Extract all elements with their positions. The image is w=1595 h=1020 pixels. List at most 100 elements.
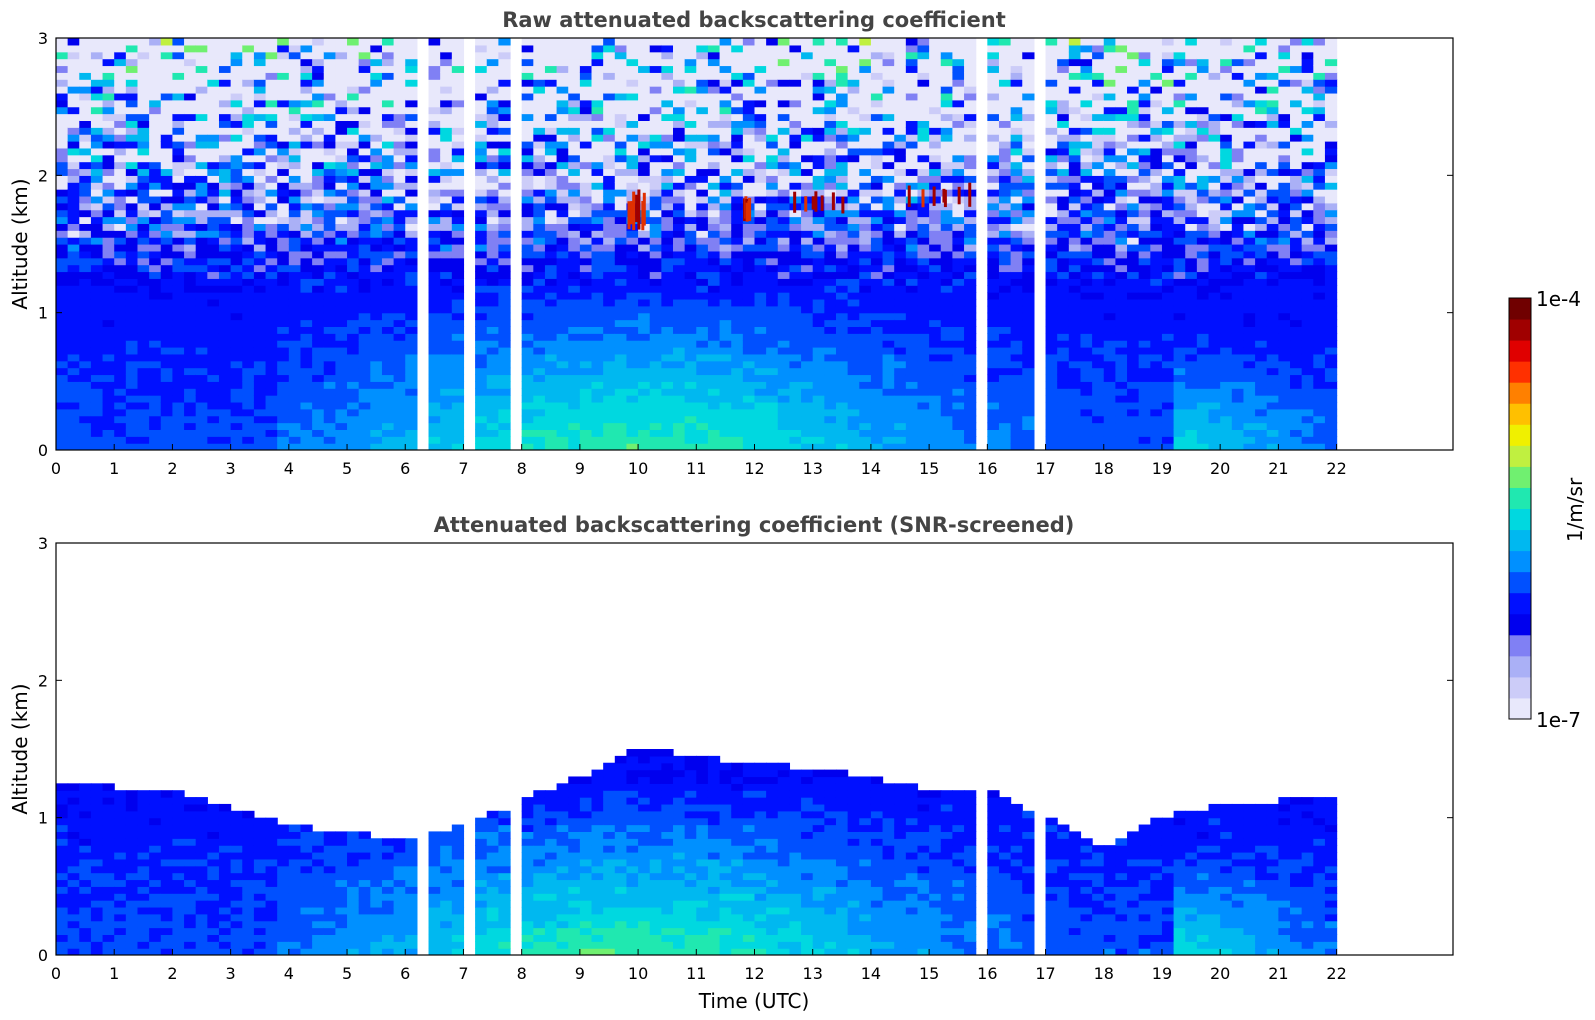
heatmap-cell <box>544 175 558 183</box>
heatmap-cell <box>882 436 895 444</box>
heatmap-cell <box>160 278 174 286</box>
heatmap-cell <box>661 51 674 60</box>
heatmap-cell <box>300 340 313 348</box>
heatmap-cell <box>56 134 69 142</box>
heatmap-cell <box>882 92 895 101</box>
heatmap-cell <box>731 99 744 108</box>
heatmap-cell <box>696 92 709 101</box>
heatmap-cell <box>801 168 814 176</box>
heatmap-cell <box>998 99 1012 108</box>
heatmap-cell <box>626 147 639 156</box>
heatmap-cell <box>591 209 604 218</box>
heatmap-cell <box>137 278 150 286</box>
heatmap-cell <box>230 99 243 108</box>
heatmap-cell <box>265 147 278 156</box>
heatmap-cell <box>288 209 302 218</box>
heatmap-cell <box>707 209 721 218</box>
heatmap-cell <box>719 120 732 128</box>
heatmap-cell <box>56 443 69 450</box>
heatmap-cell <box>172 367 185 376</box>
heatmap-cell <box>638 237 651 245</box>
heatmap-cell <box>218 168 232 176</box>
heatmap-cell <box>731 44 744 53</box>
heatmap-cell <box>1045 443 1058 450</box>
heatmap-cell <box>370 278 383 286</box>
heatmap-cell <box>1022 134 1035 142</box>
heatmap-cell <box>533 134 546 142</box>
heatmap-cell <box>824 353 837 362</box>
heatmap-cell <box>125 374 139 382</box>
heatmap-cell <box>591 278 604 286</box>
heatmap-cell <box>149 99 162 108</box>
heatmap-cell <box>766 305 779 314</box>
heatmap-cell <box>114 147 127 156</box>
heatmap-cell <box>521 134 534 142</box>
heatmap-cell <box>451 44 465 53</box>
heatmap-cell <box>370 312 383 321</box>
heatmap-cell <box>638 58 651 67</box>
heatmap-cell <box>184 264 197 273</box>
heatmap-cell <box>719 113 732 121</box>
heatmap-cell <box>754 278 767 286</box>
heatmap-cell <box>288 326 302 334</box>
heatmap-cell <box>533 106 546 115</box>
heatmap-cell <box>649 175 662 183</box>
heatmap-cell <box>79 44 92 53</box>
heatmap-cell <box>207 401 220 410</box>
heatmap-cell <box>719 72 732 80</box>
heatmap-cell <box>160 120 174 128</box>
heatmap-cell <box>591 347 604 355</box>
heatmap-cell <box>835 395 849 403</box>
heatmap-cell <box>1010 319 1023 327</box>
heatmap-cell <box>242 367 255 376</box>
heatmap-cell <box>393 367 406 376</box>
heatmap-cell <box>835 38 849 46</box>
heatmap-cell <box>242 388 255 396</box>
heatmap-cell <box>626 134 639 142</box>
heatmap-cell <box>277 44 290 53</box>
heatmap-cell <box>998 312 1012 321</box>
heatmap-cell <box>172 134 185 142</box>
heatmap-cell <box>451 353 465 362</box>
heatmap-cell <box>1045 51 1058 60</box>
heatmap-cell <box>370 319 383 327</box>
heatmap-cell <box>777 134 791 142</box>
heatmap-cell <box>998 92 1012 101</box>
heatmap-cell <box>160 44 174 53</box>
heatmap-cell <box>498 353 511 362</box>
heatmap-cell <box>288 305 302 314</box>
heatmap-cell <box>707 278 721 286</box>
heatmap-cell <box>1022 189 1035 197</box>
heatmap-cell <box>777 305 791 314</box>
heatmap-cell <box>638 154 651 163</box>
heatmap-cell <box>521 237 534 245</box>
heatmap-cell <box>114 388 127 396</box>
heatmap-cell <box>67 230 80 238</box>
heatmap-cell <box>381 161 395 170</box>
heatmap-cell <box>754 120 767 128</box>
heatmap-cell <box>579 99 593 108</box>
heatmap-cell <box>79 292 92 300</box>
heatmap-cell <box>952 141 965 149</box>
heatmap-cell <box>323 230 336 238</box>
heatmap-cell <box>370 168 383 176</box>
heatmap-cell <box>987 388 1000 396</box>
heatmap-cell <box>579 120 593 128</box>
heatmap-cell <box>195 408 208 417</box>
heatmap-cell <box>253 367 267 376</box>
heatmap-cell <box>673 326 686 334</box>
heatmap-cell <box>184 278 197 286</box>
heatmap-cell <box>440 216 453 224</box>
heatmap-cell <box>242 381 255 389</box>
heatmap-cell <box>847 244 860 252</box>
heatmap-cell <box>684 216 697 224</box>
heatmap-cell <box>684 298 697 307</box>
heatmap-cell <box>218 223 232 231</box>
heatmap-cell <box>393 99 406 108</box>
heatmap-cell <box>521 147 534 156</box>
heatmap-cell <box>719 195 732 204</box>
heatmap-cell <box>882 216 895 224</box>
heatmap-cell <box>1045 223 1058 231</box>
heatmap-cell <box>870 113 884 121</box>
heatmap-cell <box>370 408 383 417</box>
